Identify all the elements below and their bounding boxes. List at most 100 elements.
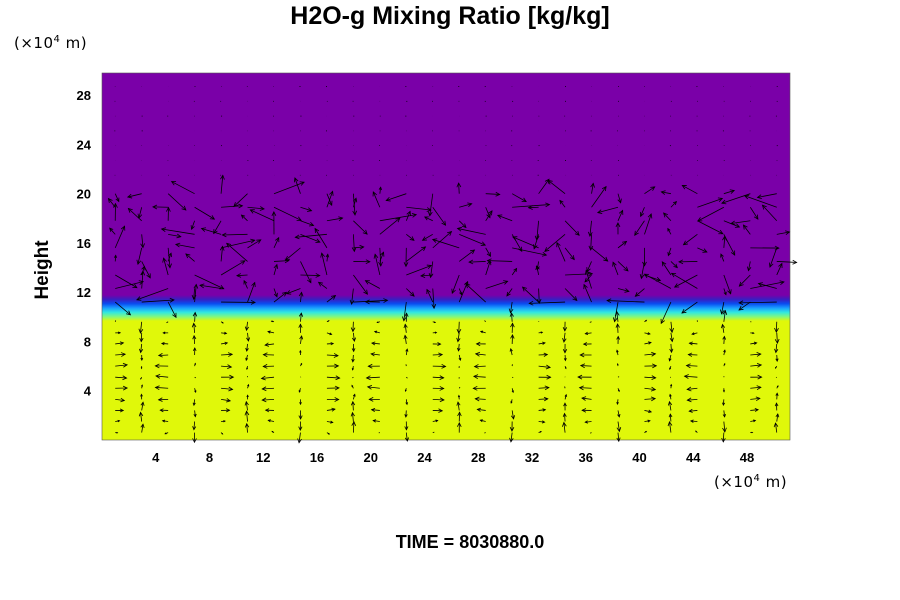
wind-vector [544, 234, 566, 252]
wind-vector [456, 182, 462, 194]
wind-vector [140, 234, 145, 249]
wind-vector [612, 301, 619, 323]
wind-vector [730, 220, 751, 226]
wind-vector [432, 408, 444, 413]
wind-vector [534, 220, 540, 241]
wind-vector [373, 330, 380, 334]
wind-vector [353, 274, 368, 295]
wind-vector [261, 386, 275, 392]
wind-vector [352, 193, 358, 216]
wind-vector [300, 206, 313, 212]
wind-vector [773, 422, 779, 433]
wind-vector [682, 234, 698, 246]
wind-vector [350, 411, 355, 422]
plot-frame [101, 72, 791, 441]
wind-vector [538, 431, 542, 433]
wind-vector [722, 335, 727, 344]
wind-vector [509, 312, 514, 322]
wind-vector [298, 323, 303, 333]
wind-vector [644, 351, 657, 357]
wind-vector [485, 207, 491, 219]
wind-vector [465, 283, 486, 303]
wind-vector [192, 311, 198, 322]
wind-vector [221, 374, 235, 380]
wind-vector [547, 179, 566, 195]
wind-vector [564, 288, 578, 302]
wind-vector [317, 281, 328, 289]
wind-vector [510, 399, 513, 404]
wind-vector [273, 288, 278, 298]
wind-vector [370, 407, 380, 412]
wind-vector [510, 334, 515, 344]
wind-vector [564, 365, 567, 370]
wind-vector [220, 432, 224, 435]
wind-vector [115, 341, 125, 346]
wind-vector [141, 297, 175, 303]
x-tick-label: 24 [417, 450, 432, 465]
wind-vector [562, 321, 568, 332]
wind-vector [115, 397, 126, 403]
wind-vector [512, 202, 551, 208]
wind-vector [352, 393, 356, 400]
wind-vector [200, 227, 222, 235]
wind-vector [351, 384, 354, 389]
wind-vector [432, 386, 445, 391]
wind-vector [299, 349, 302, 356]
x-tick-label: 4 [152, 450, 160, 465]
wind-vector [185, 253, 195, 262]
wind-vector [162, 331, 169, 335]
wind-vector [722, 399, 726, 406]
wind-vector [406, 246, 427, 262]
y-tick-label: 4 [84, 384, 92, 399]
wind-vector [617, 209, 624, 221]
wind-vector [644, 363, 658, 369]
wind-vector [174, 242, 195, 249]
wind-vector [140, 401, 145, 411]
wind-vector [432, 321, 437, 324]
wind-vector [615, 222, 621, 235]
x-tick-label: 12 [256, 450, 270, 465]
wind-vector [644, 419, 651, 423]
wind-vector [404, 432, 409, 442]
x-tick-label: 48 [740, 450, 754, 465]
wind-vector [194, 388, 197, 394]
wind-vector [720, 253, 725, 262]
wind-vector [115, 280, 145, 289]
wind-vector [326, 407, 336, 412]
chart-title: H2O-g Mixing Ratio [kg/kg] [290, 2, 610, 30]
wind-vector [775, 392, 779, 400]
wind-vector [373, 253, 381, 276]
wind-vector [405, 399, 409, 406]
wind-vector [365, 375, 380, 381]
wind-vector [456, 226, 486, 235]
wind-vector [294, 233, 327, 240]
x-tick-label: 36 [579, 450, 593, 465]
wind-vector [660, 301, 672, 325]
wind-vector [458, 249, 476, 262]
wind-vector [511, 388, 514, 394]
wind-vector [563, 354, 567, 362]
wind-vector [475, 341, 486, 347]
wind-vector [538, 396, 549, 402]
wind-vector [298, 312, 304, 322]
wind-vector [612, 261, 619, 276]
wind-vector [750, 396, 761, 402]
wind-vector [244, 422, 250, 433]
wind-vector [372, 419, 380, 423]
wind-vector [298, 421, 303, 431]
wind-vector [738, 274, 751, 287]
wind-vector [351, 343, 356, 353]
wind-vector [538, 374, 552, 380]
wind-vector [660, 190, 671, 195]
wind-vector [432, 231, 453, 249]
wind-vector [670, 261, 678, 269]
wind-vector [565, 271, 594, 277]
wind-vector [352, 376, 354, 379]
wind-vector [351, 234, 357, 253]
wind-vector [170, 181, 195, 195]
wind-vector [320, 252, 328, 276]
wind-vector [285, 288, 301, 295]
wind-vector [219, 245, 225, 262]
wind-vector [262, 352, 275, 358]
